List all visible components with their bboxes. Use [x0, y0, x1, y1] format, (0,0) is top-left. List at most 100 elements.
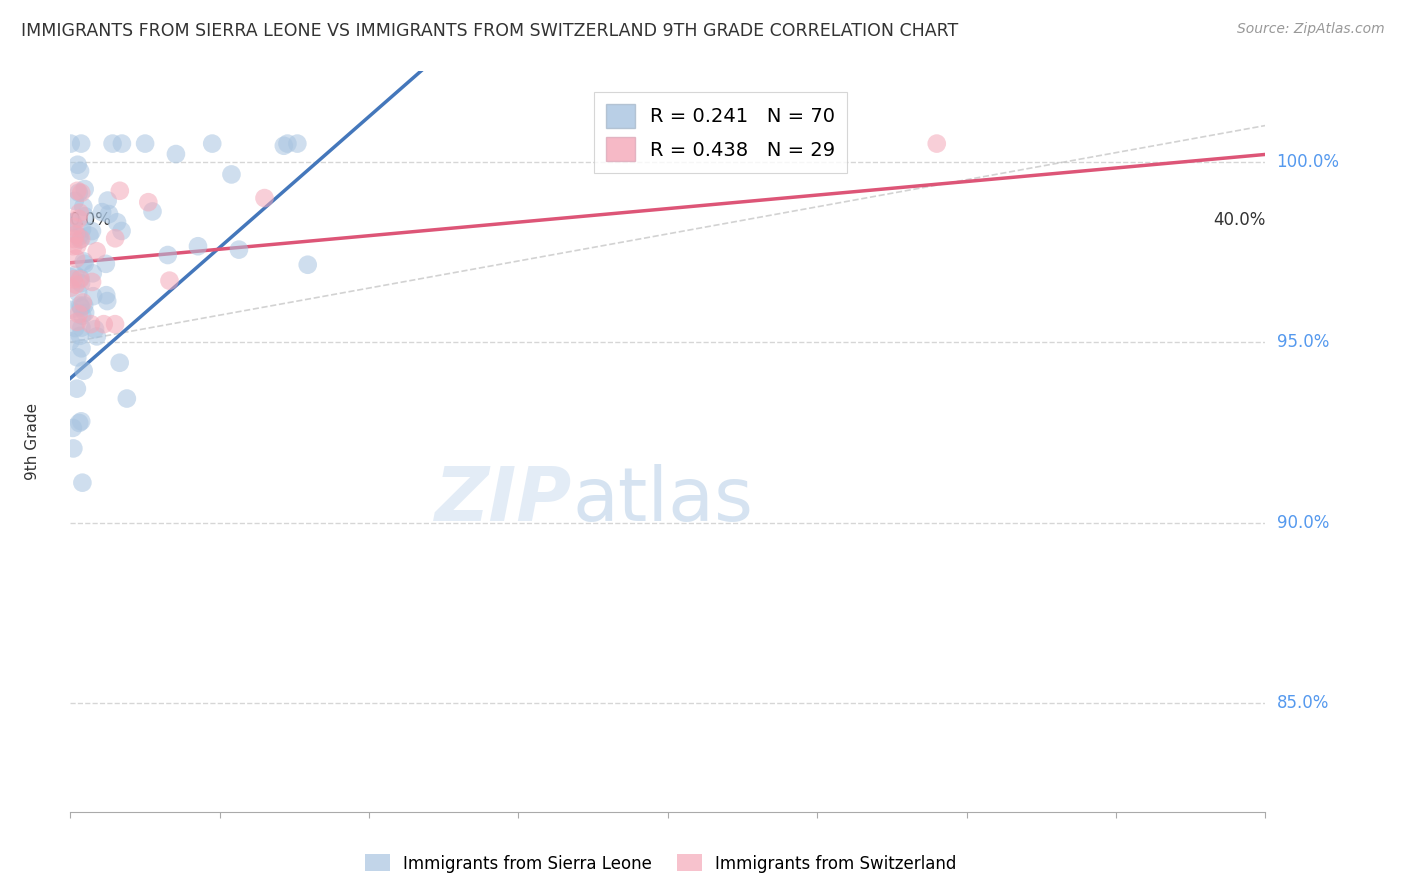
Point — [276, 136, 298, 151]
Point — [105, 215, 128, 229]
Point — [84, 322, 107, 336]
Point — [63, 232, 86, 246]
Point — [67, 285, 90, 300]
Point — [80, 224, 103, 238]
Point — [72, 295, 94, 310]
Point — [70, 136, 93, 151]
Point — [79, 228, 101, 243]
Point — [108, 356, 131, 370]
Text: 9th Grade: 9th Grade — [25, 403, 41, 480]
Point — [159, 274, 181, 288]
Point — [69, 299, 91, 313]
Point — [70, 222, 93, 236]
Point — [91, 205, 114, 219]
Point — [62, 421, 84, 435]
Point — [86, 244, 108, 259]
Point — [104, 317, 127, 331]
Point — [285, 136, 308, 151]
Point — [69, 205, 91, 219]
Point — [96, 288, 118, 302]
Point — [66, 239, 89, 253]
Point — [75, 306, 97, 320]
Point — [97, 194, 120, 208]
Point — [60, 302, 83, 317]
Point — [66, 158, 89, 172]
Point — [297, 258, 319, 272]
Point — [67, 229, 90, 244]
Text: ZIP: ZIP — [434, 464, 572, 537]
Point — [62, 239, 84, 253]
Point — [187, 239, 209, 253]
Point — [73, 209, 96, 223]
Point — [73, 182, 96, 196]
Point — [165, 147, 187, 161]
Point — [66, 351, 89, 365]
Point — [63, 194, 86, 208]
Point — [66, 382, 89, 396]
Point — [62, 442, 84, 456]
Text: IMMIGRANTS FROM SIERRA LEONE VS IMMIGRANTS FROM SWITZERLAND 9TH GRADE CORRELATIO: IMMIGRANTS FROM SIERRA LEONE VS IMMIGRAN… — [21, 22, 959, 40]
Point — [70, 341, 93, 355]
Point — [59, 136, 82, 151]
Point — [66, 184, 89, 198]
Point — [73, 298, 96, 312]
Point — [69, 271, 91, 285]
Point — [70, 232, 93, 246]
Point — [201, 136, 224, 151]
Point — [108, 184, 131, 198]
Point — [228, 243, 250, 257]
Point — [65, 277, 87, 292]
Text: 0.0%: 0.0% — [70, 211, 112, 228]
Point — [134, 136, 156, 151]
Point — [63, 219, 86, 234]
Point — [221, 168, 243, 182]
Text: atlas: atlas — [572, 464, 754, 537]
Point — [94, 257, 117, 271]
Point — [925, 136, 948, 151]
Point — [70, 277, 93, 291]
Point — [70, 320, 93, 334]
Text: 85.0%: 85.0% — [1277, 694, 1329, 713]
Legend: Immigrants from Sierra Leone, Immigrants from Switzerland: Immigrants from Sierra Leone, Immigrants… — [359, 847, 963, 880]
Point — [70, 414, 93, 428]
Point — [104, 231, 127, 245]
Text: 90.0%: 90.0% — [1277, 514, 1329, 532]
Point — [80, 275, 103, 289]
Point — [60, 215, 83, 229]
Point — [67, 186, 90, 200]
Point — [73, 254, 96, 268]
Text: 100.0%: 100.0% — [1277, 153, 1340, 170]
Point — [93, 317, 115, 331]
Point — [65, 227, 87, 242]
Point — [62, 216, 84, 230]
Point — [115, 392, 138, 406]
Point — [82, 289, 104, 303]
Point — [69, 233, 91, 247]
Point — [101, 136, 124, 151]
Point — [141, 204, 163, 219]
Point — [59, 280, 82, 294]
Point — [72, 200, 94, 214]
Point — [273, 138, 295, 153]
Point — [72, 309, 94, 323]
Point — [70, 301, 93, 315]
Point — [66, 315, 89, 329]
Point — [69, 272, 91, 286]
Point — [67, 416, 90, 430]
Point — [96, 294, 118, 309]
Point — [72, 475, 94, 490]
Point — [73, 257, 96, 271]
Point — [136, 195, 159, 210]
Point — [82, 266, 104, 280]
Point — [253, 191, 276, 205]
Point — [110, 224, 132, 238]
Point — [69, 164, 91, 178]
Point — [63, 268, 86, 282]
Point — [63, 321, 86, 335]
Text: 95.0%: 95.0% — [1277, 334, 1329, 351]
Point — [59, 334, 82, 348]
Point — [156, 248, 179, 262]
Point — [70, 186, 93, 200]
Point — [111, 136, 134, 151]
Point — [62, 272, 84, 286]
